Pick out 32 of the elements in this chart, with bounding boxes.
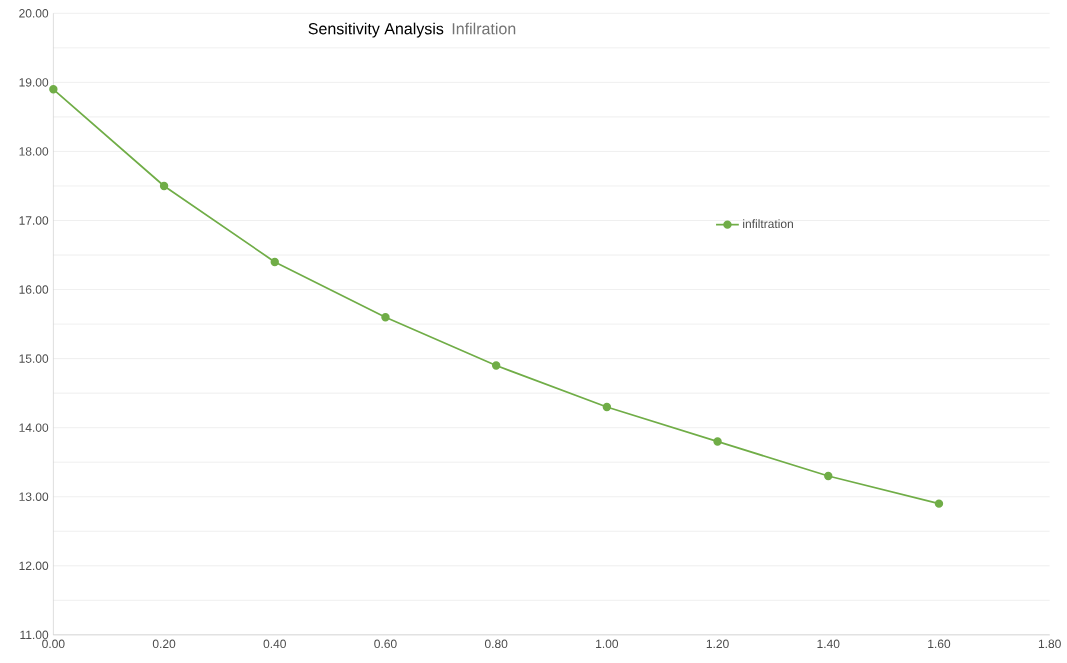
chart-subtitle: Infilration bbox=[452, 22, 516, 35]
y-tick-label: 16.00 bbox=[19, 285, 49, 294]
y-tick-label: 13.00 bbox=[19, 492, 49, 502]
point bbox=[602, 402, 612, 412]
point bbox=[49, 85, 58, 94]
point bbox=[159, 181, 169, 191]
point bbox=[381, 313, 390, 322]
x-tick-label: 0.20 bbox=[152, 639, 176, 649]
y-tick-label: 20.00 bbox=[19, 9, 49, 18]
x-tick-label: 1.40 bbox=[817, 639, 840, 649]
x-tick-label: 1.60 bbox=[928, 639, 951, 649]
y-tick-label: 14.00 bbox=[19, 423, 49, 432]
point bbox=[824, 471, 833, 481]
y-tick-label: 11.00 bbox=[20, 630, 49, 640]
x-tick-label: 0.60 bbox=[374, 639, 397, 649]
text: Sensitivity Analysis bbox=[308, 22, 444, 38]
legend-label: infiltration bbox=[743, 219, 793, 229]
y-tick-label: 19.00 bbox=[19, 78, 49, 87]
point bbox=[713, 437, 722, 446]
x-tick-label: 1.80 bbox=[1038, 639, 1061, 649]
point bbox=[491, 361, 501, 370]
point bbox=[934, 499, 944, 508]
x-tick-label: 1.00 bbox=[596, 639, 619, 649]
y-tick-label: 15.00 bbox=[19, 354, 49, 363]
x-tick-label: 0.00 bbox=[42, 639, 65, 649]
point bbox=[270, 257, 279, 267]
x-tick-label: 0.40 bbox=[263, 639, 286, 649]
x-tick-label: 0.80 bbox=[484, 639, 508, 649]
y-tick-label: 18.00 bbox=[19, 147, 49, 156]
y-tick-label: 12.00 bbox=[19, 561, 49, 571]
x-tick-label: 1.20 bbox=[706, 639, 729, 649]
y-tick-label: 17.00 bbox=[19, 216, 49, 225]
